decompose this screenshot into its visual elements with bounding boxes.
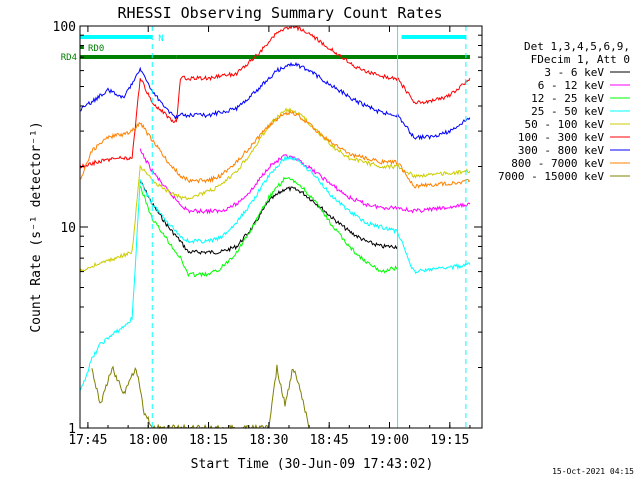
legend-header-line: FDecim 1, Att 0	[531, 53, 630, 66]
axes: 17:45 18:00 18:15 18:30 18:45 19:00 19:15 1 10 10…	[53, 20, 482, 448]
chart-title: RHESSI Observing Summary Count Rates	[117, 4, 442, 22]
series-line	[79, 25, 471, 169]
flag-label: RD4	[61, 53, 77, 63]
x-tick-label: 18:00	[129, 433, 168, 448]
flag-label: RD0	[88, 44, 104, 54]
flag-bars: N RD0 RD4	[61, 34, 470, 63]
legend-entry-label: 6 - 12 keV	[538, 79, 605, 92]
flag-label: N	[158, 34, 163, 44]
series-line	[79, 155, 471, 391]
y-axis-label: Count Rate (s⁻¹ detector⁻¹)	[29, 121, 44, 332]
legend-entry-label: 25 - 50 keV	[531, 105, 604, 118]
legend: Det 1,3,4,5,6,9,FDecim 1, Att 03 - 6 keV…	[498, 40, 630, 183]
legend-entry-label: 7000 - 15000 keV	[498, 170, 604, 183]
legend-entry-label: 100 - 300 keV	[518, 131, 604, 144]
series-line	[79, 109, 471, 189]
legend-entry-label: 12 - 25 keV	[531, 92, 604, 105]
y-tick-label: 10	[60, 221, 76, 236]
y-tick-label: 100	[53, 20, 76, 35]
vertical-markers	[151, 26, 467, 428]
series-line	[139, 180, 399, 255]
legend-entry-label: 50 - 100 keV	[525, 118, 605, 131]
footer-timestamp: 15-Oct-2021 04:15	[552, 467, 634, 476]
series-line	[139, 148, 471, 215]
x-axis-label: Start Time (30-Jun-09 17:43:02)	[191, 457, 434, 472]
x-tick-label: 19:15	[430, 433, 469, 448]
series-line	[79, 61, 471, 141]
x-tick-label: 18:15	[189, 433, 228, 448]
x-tick-label: 19:00	[370, 433, 409, 448]
legend-entry-label: 3 - 6 keV	[544, 66, 604, 79]
legend-entry-label: 800 - 7000 keV	[511, 157, 604, 170]
x-tick-label: 18:45	[310, 433, 349, 448]
series-line	[139, 176, 398, 278]
legend-header-line: Det 1,3,4,5,6,9,	[524, 40, 630, 53]
y-tick-label: 1	[68, 422, 76, 437]
legend-entry-label: 300 - 800 keV	[518, 144, 604, 157]
x-tick-label: 18:30	[249, 433, 288, 448]
x-tick-label: 17:45	[68, 433, 107, 448]
